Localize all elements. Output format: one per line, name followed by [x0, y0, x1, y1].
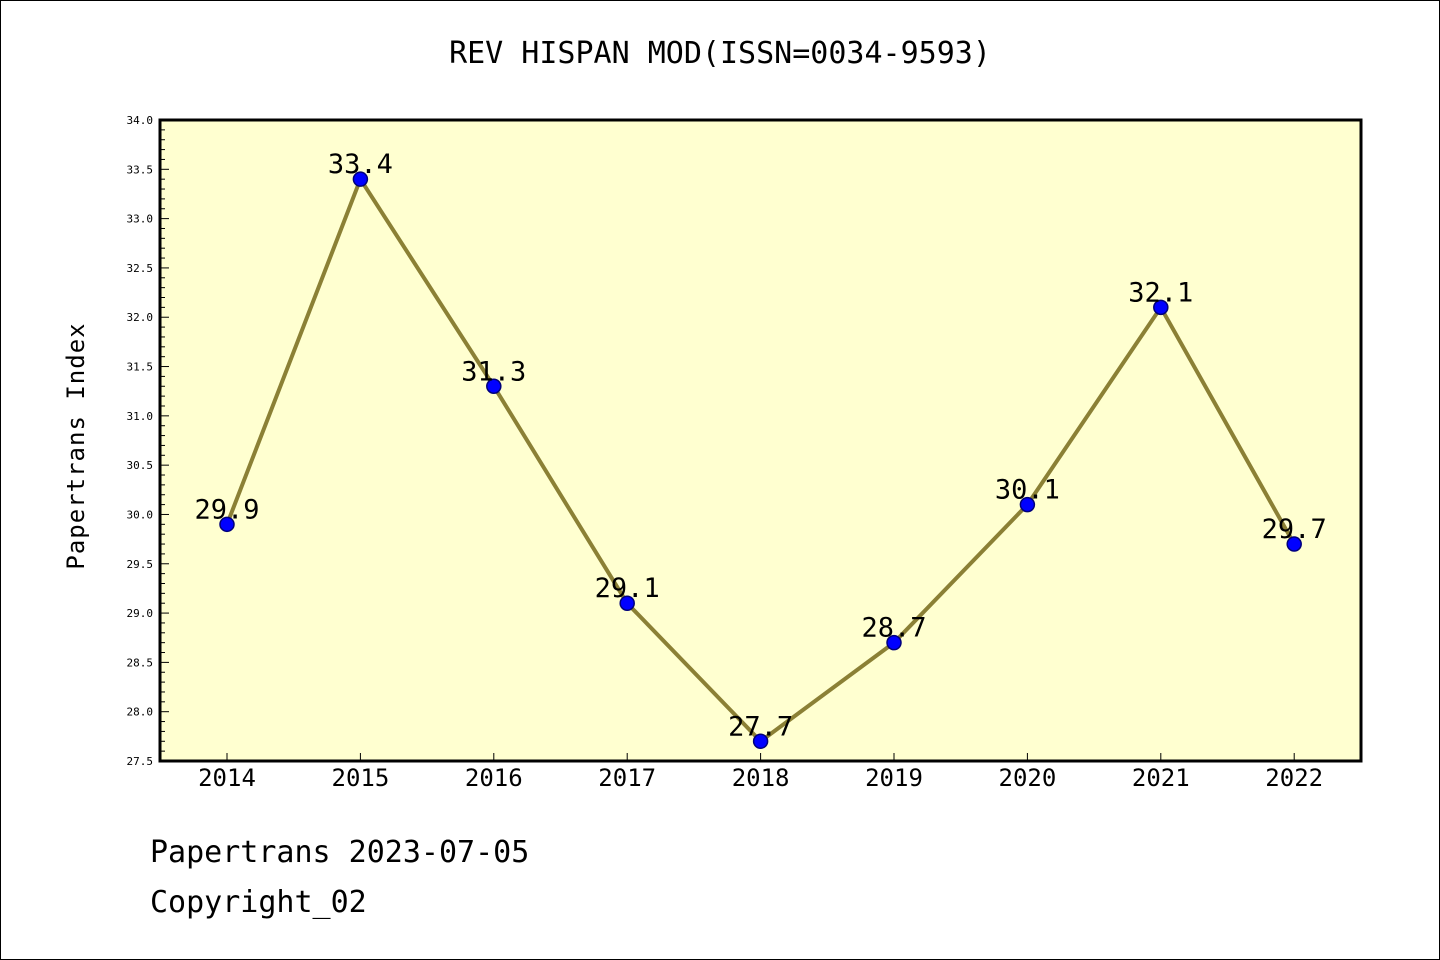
data-point — [886, 634, 902, 651]
x-tick-label: 2021 — [1132, 764, 1190, 792]
y-tick-label: 30.0 — [127, 508, 154, 521]
y-tick-label: 34.0 — [127, 114, 154, 127]
data-point — [1286, 536, 1302, 552]
y-tick-label: 31.5 — [127, 361, 154, 374]
y-tick-label: 30.5 — [127, 459, 154, 472]
x-tick-label: 2016 — [465, 764, 523, 792]
x-tick-label: 2017 — [598, 764, 656, 792]
x-tick-label: 2018 — [732, 764, 790, 792]
chart-title: REV HISPAN MOD(ISSN=0034-9593) — [449, 36, 991, 71]
data-point — [352, 171, 369, 187]
data-point — [752, 733, 769, 750]
y-tick-label: 28.5 — [127, 656, 154, 669]
footer-copyright: Copyright_02 — [150, 885, 367, 920]
y-tick-labels: 27.5 28.0 28.5 29.0 29.5 30.0 30.5 31.0 31.5 32.0… — [127, 114, 154, 768]
y-tick-label: 28.0 — [127, 706, 154, 719]
y-tick-label: 32.0 — [127, 311, 154, 324]
y-tick-label: 32.5 — [127, 262, 154, 275]
y-tick-label: 29.5 — [127, 558, 154, 571]
y-tick-label: 27.5 — [127, 755, 154, 768]
y-tick-label: 33.0 — [127, 213, 154, 226]
y-tick-label: 29.0 — [127, 607, 154, 620]
data-point — [219, 516, 235, 533]
x-tick-label: 2014 — [198, 764, 256, 792]
plot-area — [160, 120, 1361, 761]
x-tick-label: 2015 — [332, 764, 390, 792]
footer-date: Papertrans 2023-07-05 — [150, 835, 530, 870]
data-label: 30.1 — [995, 475, 1060, 506]
x-tick-label: 2019 — [865, 764, 923, 792]
data-markers — [219, 171, 1302, 750]
data-label: 29.7 — [1262, 514, 1327, 545]
x-tick-label: 2020 — [999, 764, 1057, 792]
data-label: 33.4 — [328, 149, 393, 180]
data-labels: 29.9 33.4 31.3 29.1 27.7 28.7 30.1 32.1 29.7 — [194, 149, 1326, 742]
data-point — [486, 378, 502, 395]
data-label: 31.3 — [461, 356, 526, 387]
data-label: 29.9 — [194, 494, 259, 525]
y-tick-label: 33.5 — [127, 163, 154, 176]
x-tick-labels: 2014 2015 2016 2017 2018 2019 2020 2021 2022 — [198, 764, 1323, 792]
data-label: 32.1 — [1128, 277, 1193, 308]
data-label: 29.1 — [595, 573, 660, 604]
data-point — [1019, 496, 1036, 513]
x-tick-label: 2022 — [1265, 764, 1323, 792]
y-tick-label: 31.0 — [127, 410, 154, 423]
data-label: 28.7 — [861, 613, 926, 644]
data-label: 27.7 — [728, 711, 793, 742]
data-point — [619, 595, 635, 611]
plot-border — [158, 118, 1363, 763]
data-point — [1153, 299, 1169, 316]
